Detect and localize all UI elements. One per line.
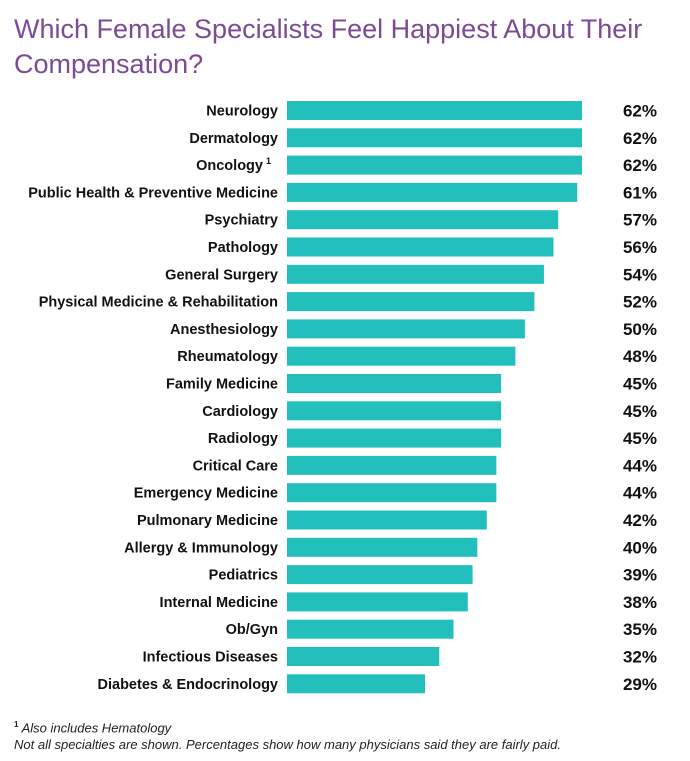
- value-label-general-surgery: 54%: [623, 265, 657, 284]
- value-label-oncology: 62%: [623, 156, 657, 175]
- category-label-pulmonary-medicine: Pulmonary Medicine: [137, 513, 278, 529]
- category-label-ob-gyn: Ob/Gyn: [226, 622, 278, 638]
- bar-public-health-and-preventive-medicine: [287, 182, 578, 202]
- bar-ob-gyn: [287, 619, 454, 639]
- value-label-cardiology: 45%: [623, 402, 657, 421]
- category-label-rheumatology: Rheumatology: [177, 349, 278, 365]
- footnote-2: Not all specialties are shown. Percentag…: [14, 737, 561, 753]
- bar-pathology: [287, 237, 554, 257]
- value-label-pulmonary-medicine: 42%: [623, 511, 657, 530]
- bar-emergency-medicine: [287, 483, 497, 503]
- value-label-family-medicine: 45%: [623, 375, 657, 394]
- bar-anesthesiology: [287, 319, 525, 339]
- category-label-general-surgery: General Surgery: [165, 267, 278, 283]
- bar-radiology: [287, 428, 502, 448]
- category-label-radiology: Radiology: [208, 431, 278, 447]
- value-label-emergency-medicine: 44%: [623, 484, 657, 503]
- value-label-internal-medicine: 38%: [623, 593, 657, 612]
- bar-pediatrics: [287, 565, 473, 585]
- value-label-diabetes-and-endocrinology: 29%: [623, 675, 657, 694]
- value-label-neurology: 62%: [623, 102, 657, 121]
- bar-diabetes-and-endocrinology: [287, 674, 425, 694]
- category-label-allergy-and-immunology: Allergy & Immunology: [124, 540, 278, 556]
- value-label-psychiatry: 57%: [623, 211, 657, 230]
- category-label-psychiatry: Psychiatry: [205, 213, 278, 229]
- category-label-pathology: Pathology: [208, 240, 278, 256]
- category-label-emergency-medicine: Emergency Medicine: [134, 486, 278, 502]
- bar-family-medicine: [287, 374, 502, 393]
- category-label-critical-care: Critical Care: [193, 458, 278, 474]
- chart-title: Which Female Specialists Feel Happiest A…: [14, 14, 643, 79]
- value-label-physical-medicine-and-rehabilitation: 52%: [623, 293, 657, 312]
- footnote-1-text: Also includes Hematology: [21, 720, 172, 736]
- bar-internal-medicine: [287, 592, 468, 612]
- category-label-infectious-diseases: Infectious Diseases: [143, 650, 278, 666]
- category-label-family-medicine: Family Medicine: [166, 377, 278, 393]
- category-label-internal-medicine: Internal Medicine: [160, 595, 278, 611]
- footnote-1: 1 Also includes Hematology: [14, 716, 684, 736]
- bar-physical-medicine-and-rehabilitation: [287, 292, 535, 312]
- category-label-public-health-and-preventive-medicine: Public Health & Preventive Medicine: [28, 185, 278, 201]
- bar-critical-care: [287, 455, 497, 475]
- value-label-infectious-diseases: 32%: [623, 648, 657, 667]
- value-label-pediatrics: 39%: [623, 566, 657, 585]
- value-label-pathology: 56%: [623, 238, 657, 257]
- bar-oncology: [287, 155, 582, 175]
- category-label-anesthesiology: Anesthesiology: [170, 322, 278, 338]
- category-label-pediatrics: Pediatrics: [209, 568, 278, 584]
- bar-neurology: [287, 101, 582, 120]
- bar-chart: Neurology 62% Dermatology 62% Oncology 1 62% Pu…: [28, 101, 657, 694]
- value-label-public-health-and-preventive-medicine: 61%: [623, 183, 657, 202]
- category-label-neurology: Neurology: [206, 104, 278, 120]
- value-label-ob-gyn: 35%: [623, 620, 657, 639]
- value-label-radiology: 45%: [623, 429, 657, 448]
- value-label-rheumatology: 48%: [623, 347, 657, 366]
- bar-infectious-diseases: [287, 647, 440, 666]
- bar-pulmonary-medicine: [287, 510, 487, 530]
- value-label-critical-care: 44%: [623, 456, 657, 475]
- bar-allergy-and-immunology: [287, 537, 478, 557]
- bar-general-surgery: [287, 264, 544, 284]
- category-label-dermatology: Dermatology: [189, 131, 278, 147]
- bar-cardiology: [287, 401, 502, 421]
- footnotes: 1 Also includes Hematology Not all speci…: [14, 716, 684, 753]
- bar-rheumatology: [287, 346, 516, 366]
- category-label-physical-medicine-and-rehabilitation: Physical Medicine & Rehabilitation: [39, 295, 278, 311]
- value-label-allergy-and-immunology: 40%: [623, 538, 657, 557]
- category-label-cardiology: Cardiology: [202, 404, 278, 420]
- value-label-anesthesiology: 50%: [623, 320, 657, 339]
- category-label-diabetes-and-endocrinology: Diabetes & Endocrinology: [98, 677, 278, 693]
- bar-psychiatry: [287, 210, 559, 230]
- bar-dermatology: [287, 128, 582, 148]
- footnote-marker: 1: [14, 720, 19, 729]
- value-label-dermatology: 62%: [623, 129, 657, 148]
- category-label-oncology: Oncology 1: [196, 156, 271, 174]
